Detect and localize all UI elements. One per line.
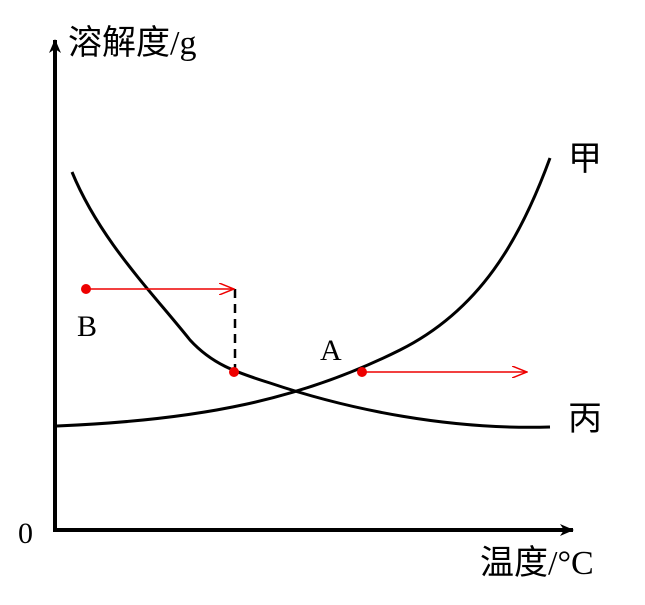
curve-label: 甲 [568,141,602,178]
point-label: B [77,310,97,343]
curve-label: 丙 [568,401,602,438]
point-b [81,284,91,294]
origin-label: 0 [18,517,33,550]
curve-bing [70,171,551,429]
point-label: A [320,334,342,367]
point-intersect [229,367,239,377]
point-a [357,367,367,377]
curve-jia [56,157,552,428]
y-axis-label: 溶解度/g [68,24,196,62]
x-axis-label: 温度/°C [480,544,594,582]
